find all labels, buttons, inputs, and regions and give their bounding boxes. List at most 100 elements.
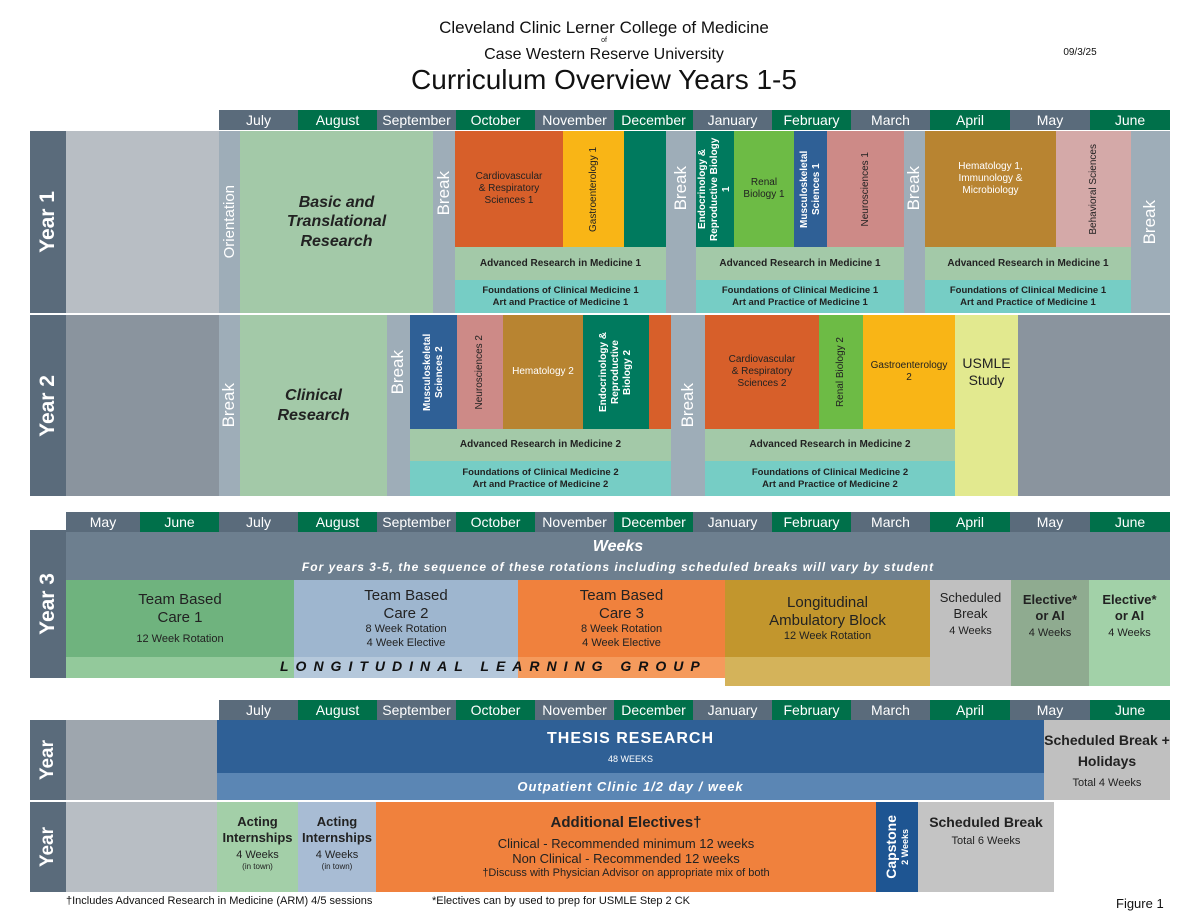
of-text: of — [601, 37, 607, 44]
endo-1-block: Endocrinology & Reproductive Biology 1 — [696, 131, 734, 247]
endo-2-block: Endocrinology & Reproductive Biology 2 — [583, 315, 649, 429]
month-header-december: December — [614, 700, 693, 720]
llg-strip — [294, 657, 518, 678]
arm-2-block: Advanced Research in Medicine 2 — [705, 429, 955, 461]
year-3-label: Year 3 — [30, 530, 66, 678]
month-header-november: November — [535, 512, 614, 532]
month-header-may: May — [1010, 700, 1090, 720]
month-header-january: January — [693, 512, 772, 532]
figure-label: Figure 1 — [1116, 896, 1164, 911]
gastro-1-block: Gastroenterology 1 — [563, 131, 624, 247]
month-header-december: December — [614, 110, 693, 130]
llg-strip — [725, 657, 930, 686]
heme-1-block: Hematology 1, Immunology & Microbiology — [925, 131, 1056, 247]
teal-block — [624, 131, 666, 247]
footnote-arm: †Includes Advanced Research in Medicine … — [66, 895, 373, 907]
month-header-february: February — [772, 700, 851, 720]
acting-internship-block: Acting Internships 4 Weeks (in town) — [217, 802, 298, 892]
acting-internship-block: Acting Internships 4 Weeks (in town) — [298, 802, 376, 892]
month-header-august: August — [298, 110, 377, 130]
scheduled-break-block: Scheduled Break + Holidays Total 4 Weeks — [1044, 720, 1170, 800]
university-name: Case Western Reserve University — [484, 46, 724, 63]
month-header-september: September — [377, 110, 456, 130]
month-header-september: September — [377, 700, 456, 720]
month-header-march: March — [851, 700, 930, 720]
month-header-july: July — [219, 110, 298, 130]
weeks-note: For years 3-5, the sequence of these rot… — [301, 560, 935, 575]
college-name: Cleveland Clinic Lerner College of Medic… — [439, 18, 769, 37]
month-header-september: September — [377, 512, 456, 532]
footnote-electives: *Electives can by used to prep for USMLE… — [432, 895, 691, 907]
month-header-june: June — [1090, 700, 1170, 720]
month-header-july: July — [219, 700, 298, 720]
month-header-february: February — [772, 512, 851, 532]
month-header-october: October — [456, 110, 535, 130]
break-block: Break — [433, 131, 455, 313]
month-header-may: May — [66, 512, 140, 532]
break-block: Break — [671, 315, 705, 496]
additional-electives-block: Additional Electives† Clinical - Recommen… — [376, 802, 876, 892]
month-header-may: May — [1010, 512, 1090, 532]
arm-1-block: Advanced Research in Medicine 1 — [925, 247, 1131, 280]
musculo-2-block: Musculoskeletal Sciences 2 — [410, 315, 457, 429]
month-header-november: November — [535, 700, 614, 720]
filler — [66, 131, 219, 313]
tbc1-block: Team Based Care 1 12 Week Rotation — [66, 580, 294, 657]
break-block: Break — [1131, 131, 1170, 313]
break-block: Break — [666, 131, 696, 313]
weeks-title: Weeks — [592, 538, 644, 556]
weeks-banner: Weeks For years 3-5, the sequence of the… — [66, 532, 1170, 580]
orientation-block: Orientation — [219, 131, 240, 313]
month-header-june: June — [1090, 110, 1170, 130]
month-header-march: March — [851, 110, 930, 130]
month-header-may: May — [1010, 110, 1090, 130]
month-header-january: January — [693, 700, 772, 720]
month-header-april: April — [930, 110, 1010, 130]
behavioral-block: Behavioral Sciences — [1056, 131, 1131, 247]
fcm-1-block: Foundations of Clinical Medicine 1 Art an… — [696, 280, 904, 313]
basic-research-block: Basic and Translational Research — [240, 131, 433, 313]
llg-strip — [66, 657, 294, 678]
capstone-block: Capstone 2 Weeks — [876, 802, 918, 892]
usmle-block: USMLE Study — [955, 315, 1018, 496]
elective-block: Elective* or AI 4 Weeks — [1089, 580, 1170, 686]
month-header-march: March — [851, 512, 930, 532]
neuro-1-block: Neurosciences 1 — [827, 131, 904, 247]
outpatient-clinic-block: Outpatient Clinic 1/2 day / week — [217, 773, 1044, 800]
renal-1-block: Renal Biology 1 — [734, 131, 794, 247]
filler — [1018, 315, 1170, 496]
year-5-label: Year — [30, 802, 66, 892]
date: 09/3/25 — [1063, 47, 1097, 58]
elective-block: Elective* or AI 4 Weeks — [1011, 580, 1089, 686]
clinical-research-block: Clinical Research — [240, 315, 387, 496]
month-header-april: April — [930, 512, 1010, 532]
arm-1-block: Advanced Research in Medicine 1 — [696, 247, 904, 280]
fcm-1-block: Foundations of Clinical Medicine 1 Art an… — [455, 280, 666, 313]
cardio-2-block: Cardiovascular & Respiratory Sciences 2 — [705, 315, 819, 429]
fcm-2-block: Foundations of Clinical Medicine 2 Art an… — [410, 461, 671, 496]
month-header-october: October — [456, 512, 535, 532]
break-block: Break — [904, 131, 925, 313]
month-header-january: January — [693, 110, 772, 130]
page-title: Curriculum Overview Years 1-5 — [411, 64, 797, 95]
neuro-2-block: Neurosciences 2 — [457, 315, 503, 429]
llg-strip — [518, 657, 725, 678]
thesis-block: THESIS RESEARCH 48 WEEKS — [217, 720, 1044, 773]
filler — [66, 802, 217, 892]
month-header-december: December — [614, 512, 693, 532]
cardio-1-block: Cardiovascular & Respiratory Sciences 1 — [455, 131, 563, 247]
month-header-june: June — [140, 512, 219, 532]
year-2-label: Year 2 — [30, 315, 66, 496]
month-header-august: August — [298, 512, 377, 532]
musculo-1-block: Musculoskeletal Sciences 1 — [794, 131, 827, 247]
scheduled-break-block: Scheduled Break Total 6 Weeks — [918, 802, 1054, 892]
break-block: Break — [219, 315, 240, 496]
month-header-april: April — [930, 700, 1010, 720]
fcm-2-block: Foundations of Clinical Medicine 2 Art an… — [705, 461, 955, 496]
month-header-august: August — [298, 700, 377, 720]
arm-1-block: Advanced Research in Medicine 1 — [455, 247, 666, 280]
filler — [66, 315, 219, 496]
month-header-november: November — [535, 110, 614, 130]
